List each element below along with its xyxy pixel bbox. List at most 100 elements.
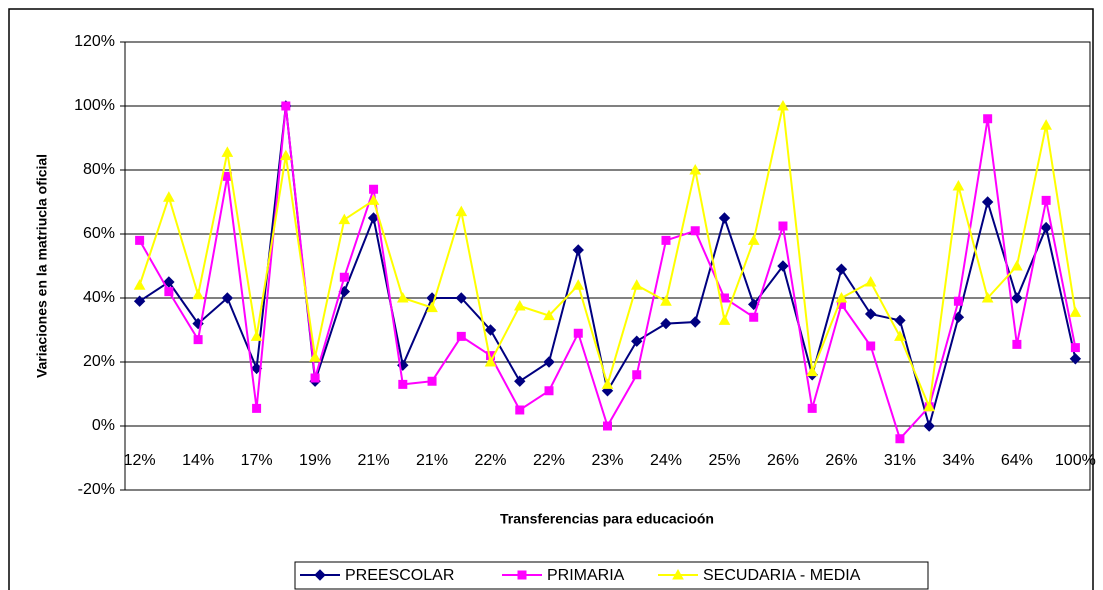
data-point xyxy=(895,434,905,444)
y-tick-label: 120% xyxy=(74,33,115,50)
data-point xyxy=(1070,343,1080,353)
x-tick-label: 64% xyxy=(1001,452,1033,469)
data-point xyxy=(718,212,731,224)
data-point xyxy=(367,194,380,205)
legend-marker xyxy=(314,569,326,581)
data-point xyxy=(806,365,819,377)
data-point xyxy=(484,324,497,336)
x-tick-label: 26% xyxy=(767,452,799,469)
data-point xyxy=(572,279,585,290)
data-point xyxy=(778,221,788,231)
x-tick-label: 31% xyxy=(884,452,916,469)
data-point xyxy=(981,291,994,303)
x-axis-title: Transferencias para educacioón xyxy=(500,511,714,527)
x-tick-label: 22% xyxy=(475,452,507,469)
y-tick-label: 80% xyxy=(83,161,115,178)
data-point xyxy=(601,378,614,389)
data-point xyxy=(309,351,321,362)
data-point xyxy=(279,149,292,161)
data-point xyxy=(689,316,701,328)
data-point xyxy=(573,328,583,338)
data-point xyxy=(133,279,146,290)
data-point xyxy=(953,296,963,306)
x-tick-label: 25% xyxy=(708,452,740,469)
data-point xyxy=(660,295,672,306)
data-point xyxy=(281,101,291,111)
data-point xyxy=(426,301,438,313)
x-tick-label: 24% xyxy=(650,452,682,469)
data-point xyxy=(749,312,759,322)
data-point xyxy=(572,244,584,256)
data-point xyxy=(192,288,204,300)
data-point xyxy=(1041,195,1051,205)
x-tick-label: 19% xyxy=(299,452,331,469)
legend-box xyxy=(294,561,929,590)
data-point xyxy=(455,205,468,217)
data-point xyxy=(339,272,349,282)
data-point xyxy=(252,403,262,413)
data-point xyxy=(630,279,643,290)
x-tick-label: 26% xyxy=(825,452,857,469)
data-point xyxy=(250,330,263,341)
y-tick-label: -20% xyxy=(78,481,115,498)
data-point xyxy=(1011,292,1023,304)
data-point xyxy=(513,299,526,311)
data-point xyxy=(632,370,642,380)
data-point xyxy=(310,373,320,383)
data-point xyxy=(221,292,234,304)
data-point xyxy=(894,314,906,327)
legend-marker xyxy=(672,568,684,580)
data-point xyxy=(369,184,379,194)
data-point xyxy=(1011,259,1023,271)
data-point xyxy=(163,191,175,202)
data-point xyxy=(689,163,702,175)
data-point xyxy=(193,335,203,345)
x-tick-label: 14% xyxy=(182,452,214,469)
data-point xyxy=(835,263,848,275)
data-point xyxy=(983,114,993,124)
data-point xyxy=(631,335,643,347)
legend-marker xyxy=(517,570,527,580)
data-point xyxy=(923,400,936,412)
data-point xyxy=(133,295,146,307)
data-point xyxy=(135,235,145,245)
x-tick-label: 21% xyxy=(416,452,448,469)
x-tick-label: 23% xyxy=(591,452,623,469)
data-point xyxy=(338,213,351,225)
legend-label: PRIMARIA xyxy=(547,567,625,584)
data-point xyxy=(1012,339,1022,349)
data-point xyxy=(544,386,554,396)
y-tick-label: 100% xyxy=(74,97,115,114)
data-point xyxy=(864,275,877,287)
data-point xyxy=(661,235,671,245)
data-point xyxy=(456,331,466,341)
data-point xyxy=(835,291,848,303)
data-point xyxy=(1069,353,1082,365)
data-point xyxy=(163,276,175,288)
data-point xyxy=(894,330,906,341)
x-tick-label: 34% xyxy=(942,452,974,469)
data-point xyxy=(603,421,612,431)
data-point xyxy=(747,234,760,245)
data-point xyxy=(866,341,876,351)
data-point xyxy=(807,403,817,413)
data-point xyxy=(777,260,789,272)
data-point xyxy=(660,317,672,330)
data-point xyxy=(455,292,467,304)
data-point xyxy=(864,308,877,320)
data-point xyxy=(952,179,965,191)
x-tick-label: 12% xyxy=(124,452,156,469)
data-point xyxy=(515,405,525,415)
x-tick-label: 100% xyxy=(1055,452,1096,469)
x-tick-label: 22% xyxy=(533,452,565,469)
y-tick-label: 20% xyxy=(83,353,115,370)
y-tick-label: 60% xyxy=(83,225,115,242)
data-point xyxy=(1040,221,1052,234)
y-axis-title: Variaciones en la matriucla oficial xyxy=(34,154,50,378)
x-tick-label: 21% xyxy=(358,452,390,469)
data-point xyxy=(543,309,555,321)
x-tick-label: 17% xyxy=(241,452,273,469)
data-point xyxy=(690,226,700,236)
data-point xyxy=(398,379,408,389)
